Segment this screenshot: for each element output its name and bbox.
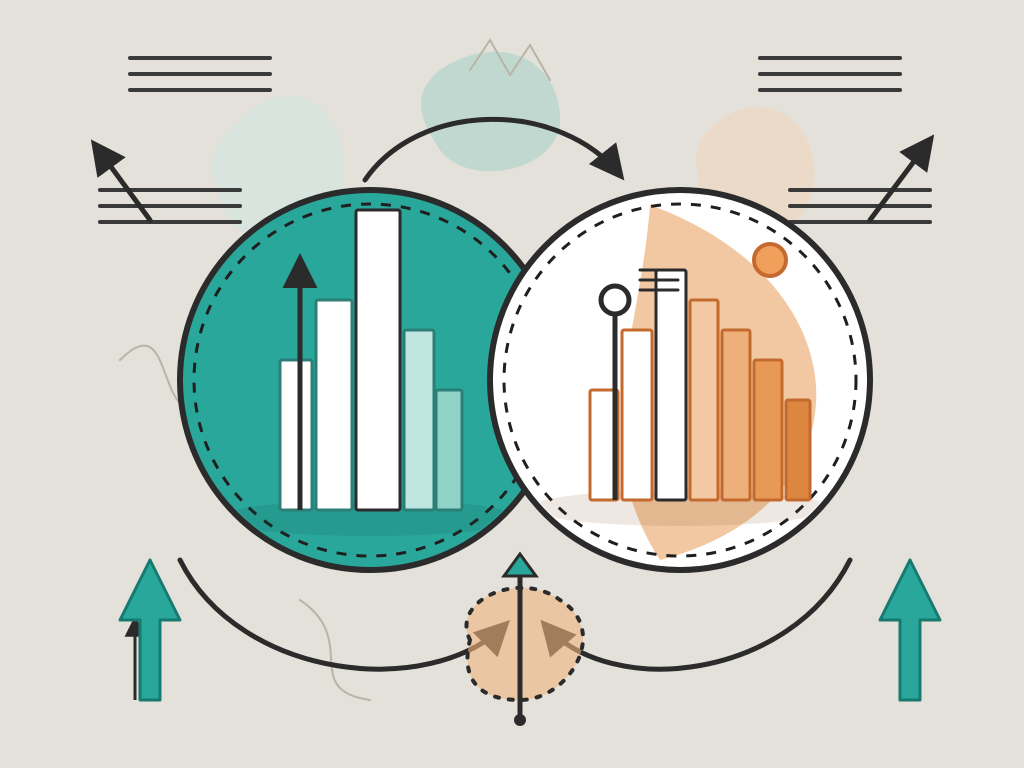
infographic-canvas xyxy=(0,0,1024,768)
